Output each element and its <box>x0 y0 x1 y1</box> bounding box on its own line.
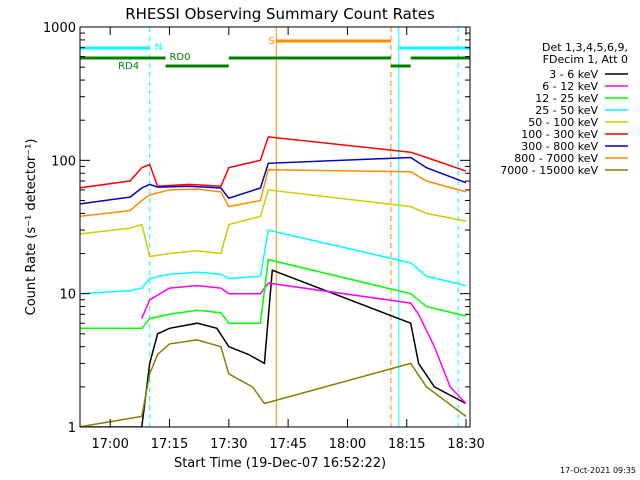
observing-flags: N S RD0 RD4 <box>79 27 470 427</box>
y-tick-label: 1 <box>68 421 76 436</box>
legend-label: 800 - 7000 keV <box>514 152 598 165</box>
legend-label: 12 - 25 keV <box>535 92 598 105</box>
x-tick-label: 17:15 <box>151 437 188 452</box>
legend-label: 50 - 100 keV <box>528 116 598 129</box>
legend-label: 6 - 12 keV <box>542 80 598 93</box>
chart-title: RHESSI Observing Summary Count Rates <box>125 5 435 23</box>
x-axis-label: Start Time (19-Dec-07 16:52:22) <box>174 456 386 471</box>
series-6-12-kev <box>141 282 467 405</box>
render-timestamp: 17-Oct-2021 09:35 <box>560 466 636 475</box>
plot-frame <box>79 26 471 428</box>
legend-label: 3 - 6 keV <box>549 68 598 81</box>
legend-label: 100 - 300 keV <box>521 128 598 141</box>
y-axis-label: Count Rate (s⁻¹ detector⁻¹) <box>24 139 39 316</box>
axes: 17:00 17:15 17:30 17:45 18:00 18:15 18:30 1 10 10… <box>43 21 485 452</box>
series-lines <box>80 136 467 427</box>
x-tick-label: 17:45 <box>269 437 306 452</box>
legend: Det 1,3,4,5,6,9,FDecim 1, Att 0 3 - 6 keV… <box>500 41 628 177</box>
x-tick-label: 18:30 <box>447 437 484 452</box>
legend-label: 300 - 800 keV <box>521 140 598 153</box>
series-7000-15000-kev <box>80 339 467 427</box>
legend-header: FDecim 1, Att 0 <box>543 53 628 66</box>
legend-header: Det 1,3,4,5,6,9, <box>542 41 628 54</box>
series-50-100-kev <box>80 189 467 258</box>
series-3-6-kev <box>80 269 467 427</box>
legend-label: 25 - 50 keV <box>535 104 598 117</box>
x-tick-label: 18:15 <box>388 437 425 452</box>
y-tick-label: 10 <box>59 288 76 303</box>
series-12-25-kev <box>80 258 467 330</box>
saa-flag-label: S <box>268 36 274 47</box>
series-300-800-kev <box>80 156 467 205</box>
x-tick-label: 17:30 <box>210 437 247 452</box>
y-tick-label: 1000 <box>43 21 76 36</box>
x-tick-label: 17:00 <box>91 437 128 452</box>
rd4-flag-label: RD4 <box>118 61 139 72</box>
night-flag-label: N <box>155 42 162 53</box>
legend-label: 7000 - 15000 keV <box>500 164 598 177</box>
series-800-7000-kev <box>80 168 467 217</box>
rd0-flag-label: RD0 <box>169 52 190 63</box>
series-25-50-kev <box>80 229 467 295</box>
series-100-300-kev <box>80 136 467 189</box>
x-tick-label: 18:00 <box>329 437 366 452</box>
y-tick-label: 100 <box>51 154 76 169</box>
